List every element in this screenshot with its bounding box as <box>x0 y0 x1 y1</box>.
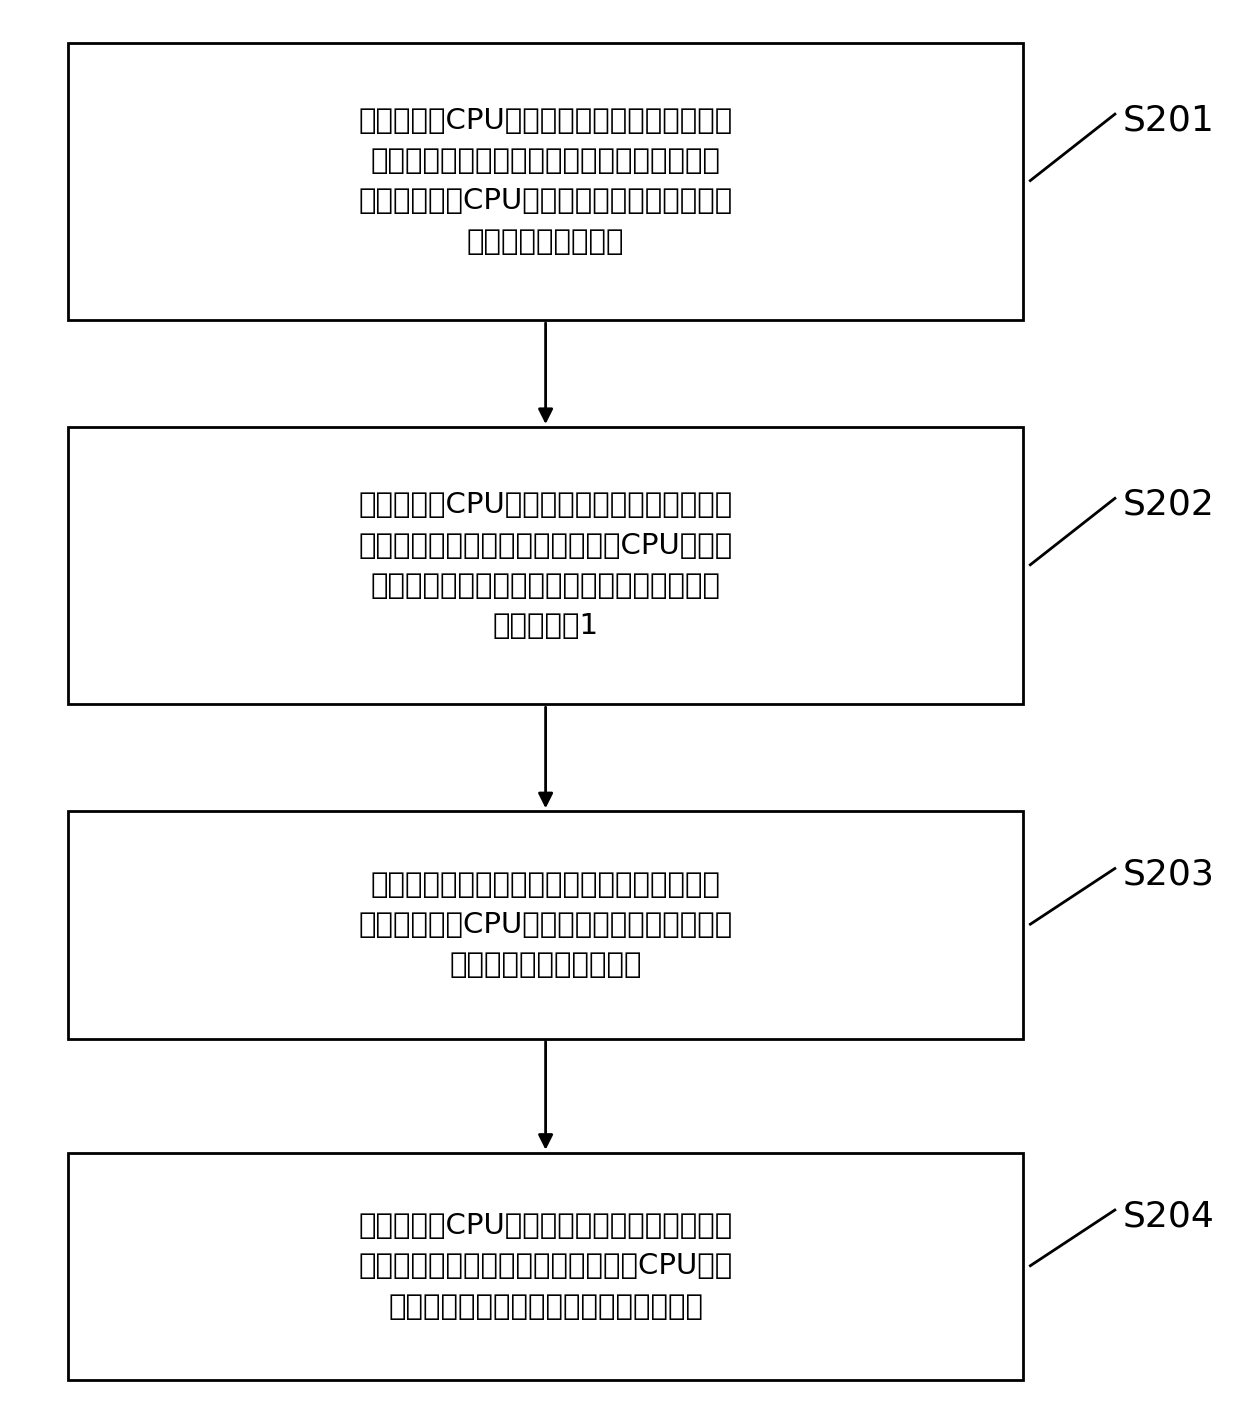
Bar <box>68 1153 1023 1380</box>
Text: 在所述主控CPU首次由控制状态切换为非控制
状态时，启动预设的第一计数器进行计数，并
判断所述主控CPU的状态标识是否已更新为预
设的非控制状态标识: 在所述主控CPU首次由控制状态切换为非控制 状态时，启动预设的第一计数器进行计数… <box>358 107 733 256</box>
Bar <box>68 811 1023 1039</box>
Text: 当所述第一计数器的计数值达到预设数值时，
判断所述主控CPU的状态标识是否已更新为所
述预设的非控制状态标识: 当所述第一计数器的计数值达到预设数值时， 判断所述主控CPU的状态标识是否已更新… <box>358 871 733 979</box>
Text: S204: S204 <box>1122 1200 1214 1234</box>
Text: S203: S203 <box>1122 858 1214 892</box>
Bar <box>68 427 1023 704</box>
Text: S202: S202 <box>1122 488 1214 522</box>
Text: S201: S201 <box>1122 104 1214 138</box>
Bar <box>68 43 1023 320</box>
Text: 若所述主控CPU的状态标识未更新为所述预设
的非控制状态标识，则确定所述主控CPU在预
设的切换次数内未成功切换为非控制状态: 若所述主控CPU的状态标识未更新为所述预设 的非控制状态标识，则确定所述主控CP… <box>358 1212 733 1321</box>
Text: 若所述主控CPU的状态标识未更新为预设的非
控制状态标识，则重新将所述主控CPU由控制
状态切换为非控制状态，并对所述第一计数器
的计数值加1: 若所述主控CPU的状态标识未更新为预设的非 控制状态标识，则重新将所述主控CPU… <box>358 491 733 640</box>
